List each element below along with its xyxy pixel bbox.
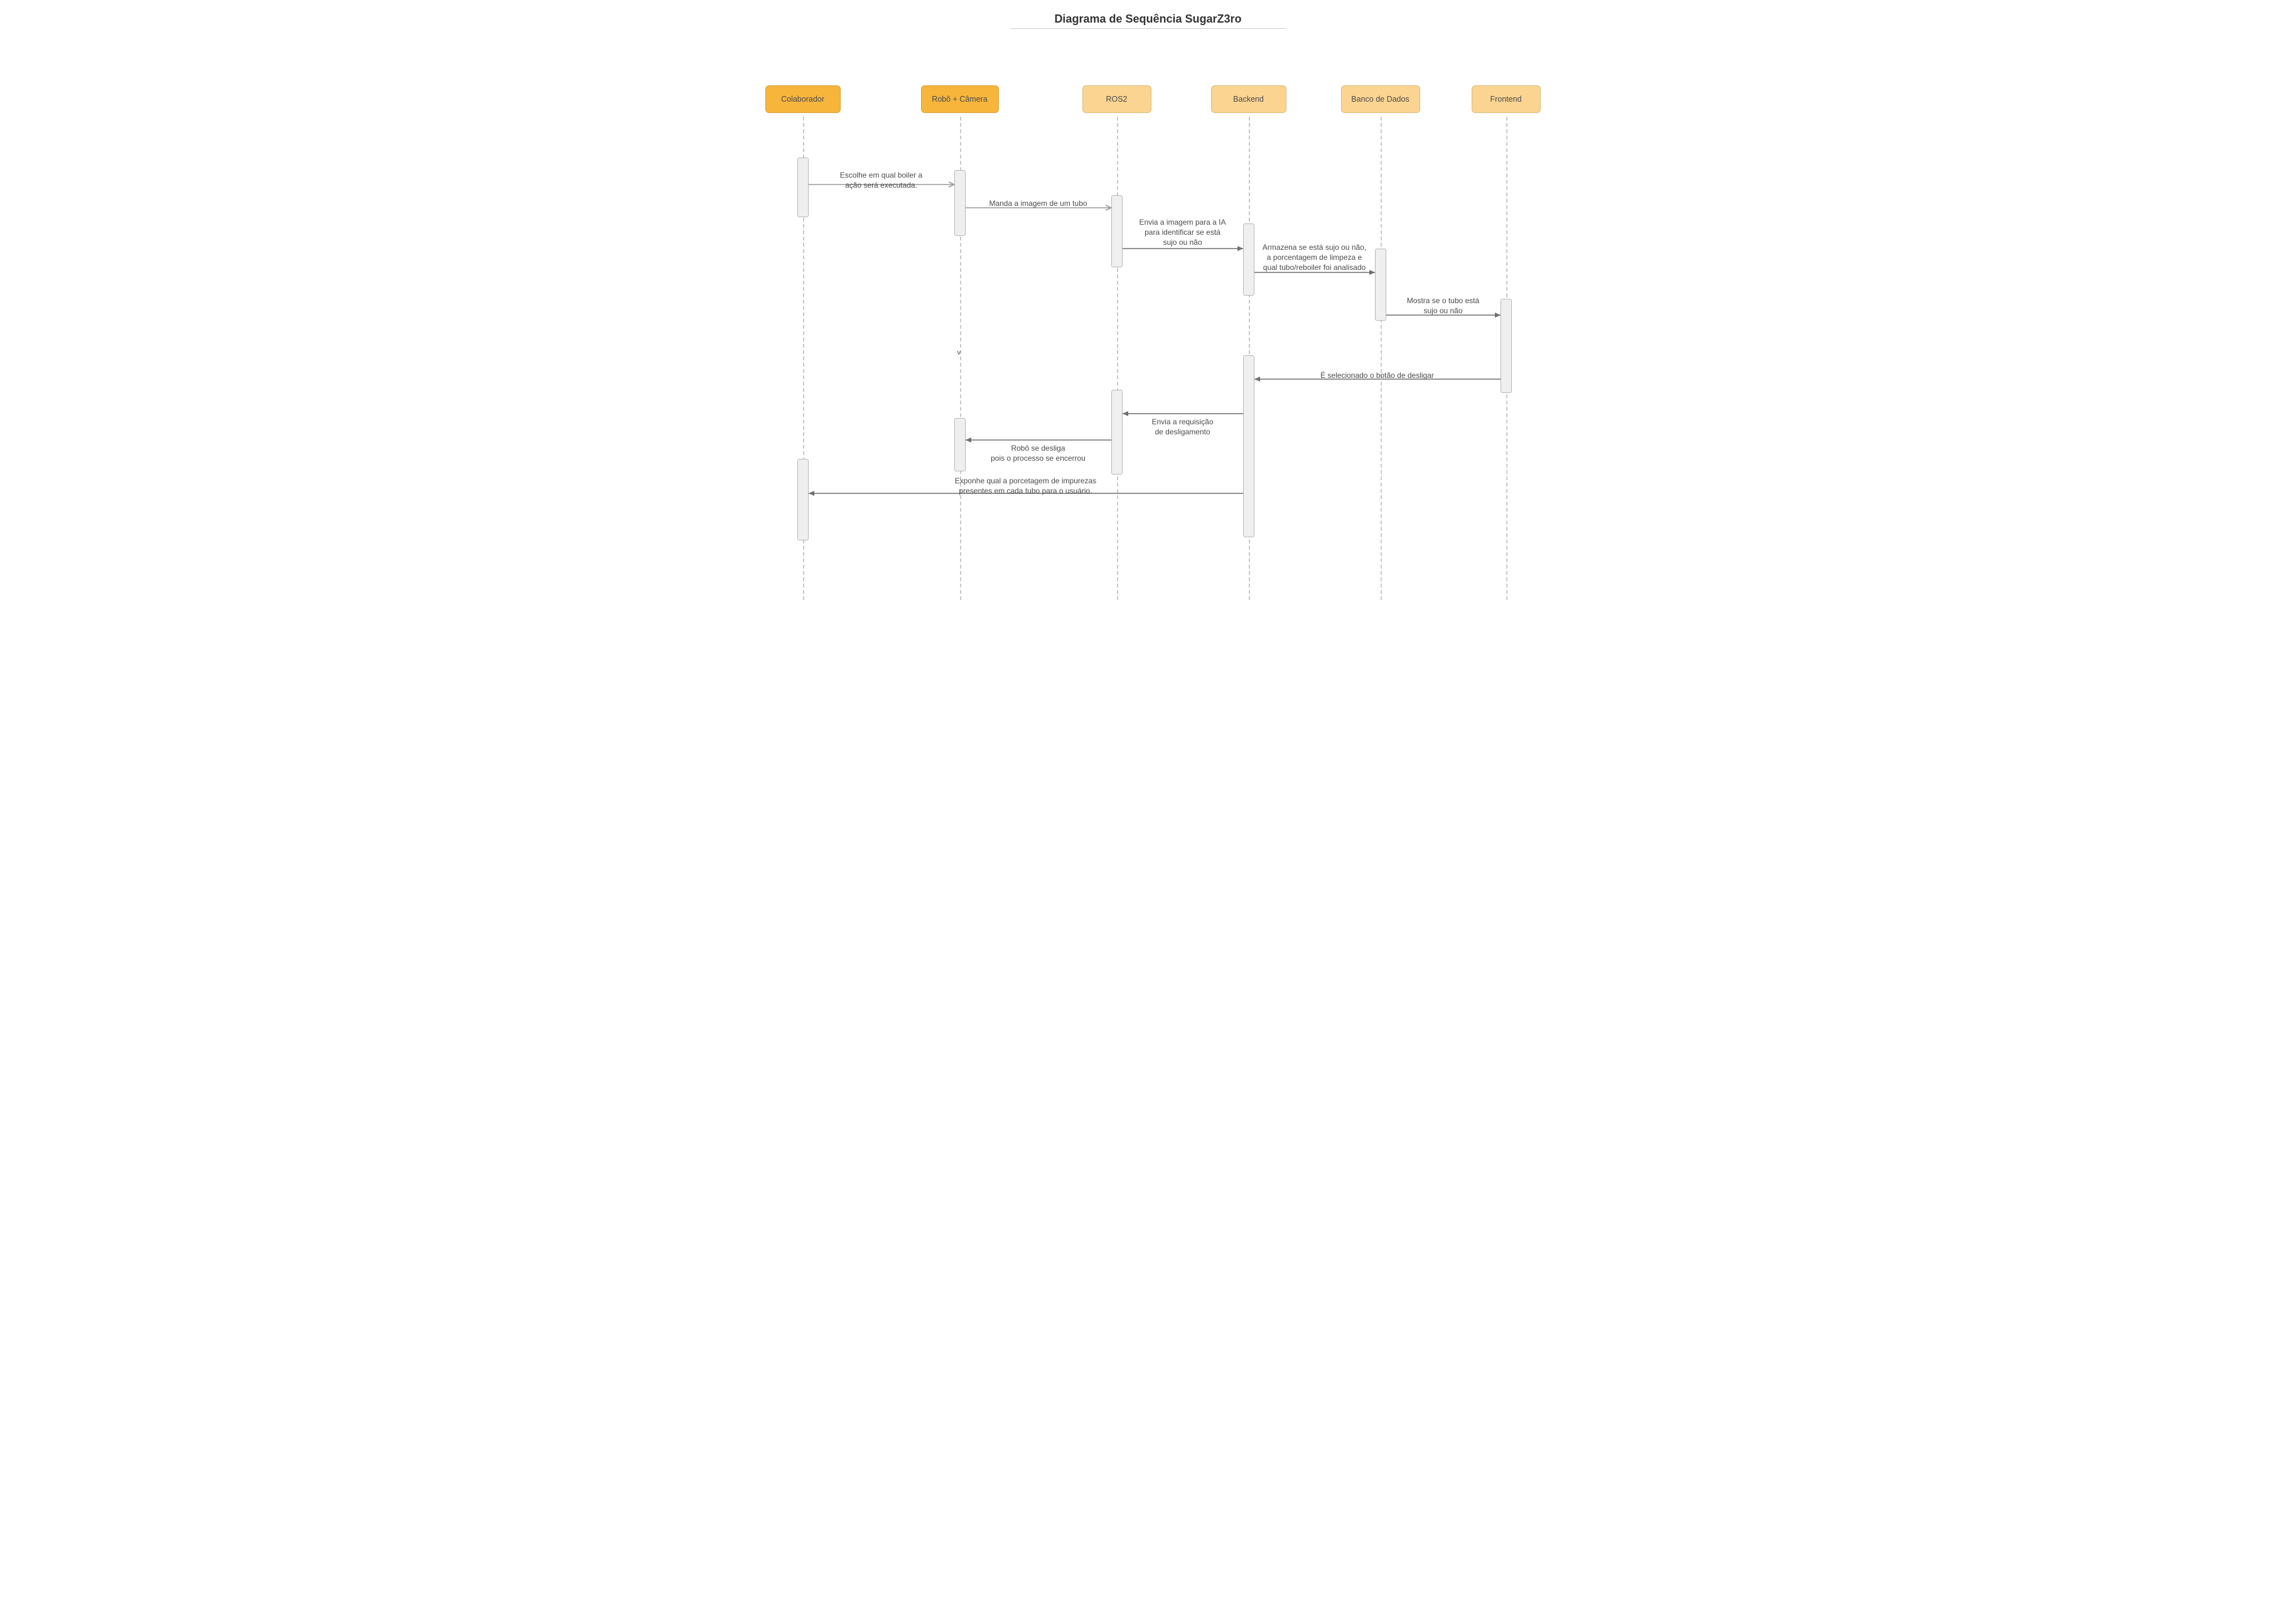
message-label-6: Envia a requisição de desligamento	[1126, 417, 1240, 437]
participant-header-db: Banco de Dados	[1341, 85, 1420, 113]
lifeline-db	[1381, 117, 1382, 600]
title-underline	[1010, 28, 1286, 29]
participant-header-backend: Backend	[1211, 85, 1286, 113]
participant-header-robo: Robô + Câmera	[921, 85, 999, 113]
message-label-5: É selecionado o botão de desligar	[1258, 370, 1497, 380]
activation-robo-8	[954, 418, 966, 471]
message-label-2: Envia a imagem para a IA para identifica…	[1126, 217, 1240, 248]
activation-backend-6	[1243, 355, 1254, 537]
arrows-layer	[740, 48, 1556, 613]
message-label-3: Armazena se está sujo ou não, a porcenta…	[1258, 242, 1372, 273]
diagram-title: Diagrama de Sequência SugarZ3ro	[13, 13, 2283, 26]
activation-colab-9	[797, 459, 809, 540]
activation-frontend-5	[1501, 299, 1512, 393]
activation-db-4	[1375, 249, 1386, 321]
message-label-7: Robô se desliga pois o processo se encer…	[969, 443, 1108, 463]
message-label-4: Mostra se o tubo está sujo ou não	[1389, 296, 1497, 316]
v-marker: v	[957, 349, 961, 357]
activation-ros2-2	[1111, 195, 1123, 267]
participant-header-colab: Colaborador	[765, 85, 841, 113]
activation-backend-3	[1243, 223, 1254, 296]
lifeline-ros2	[1117, 117, 1118, 600]
activation-colab-0	[797, 158, 809, 217]
participant-header-ros2: ROS2	[1082, 85, 1151, 113]
sequence-diagram: Colaborador Robô + Câmera ROS2 Backend Banco…	[740, 48, 1556, 613]
participant-header-frontend: Frontend	[1472, 85, 1541, 113]
message-label-8: Exponhe qual a porcetagem de impurezas p…	[812, 476, 1240, 496]
message-label-1: Manda a imagem de um tubo	[969, 198, 1108, 208]
activation-ros2-7	[1111, 390, 1123, 475]
activation-robo-1	[954, 170, 966, 236]
message-label-0: Escolhe em qual boiler a ação será execu…	[812, 170, 951, 190]
